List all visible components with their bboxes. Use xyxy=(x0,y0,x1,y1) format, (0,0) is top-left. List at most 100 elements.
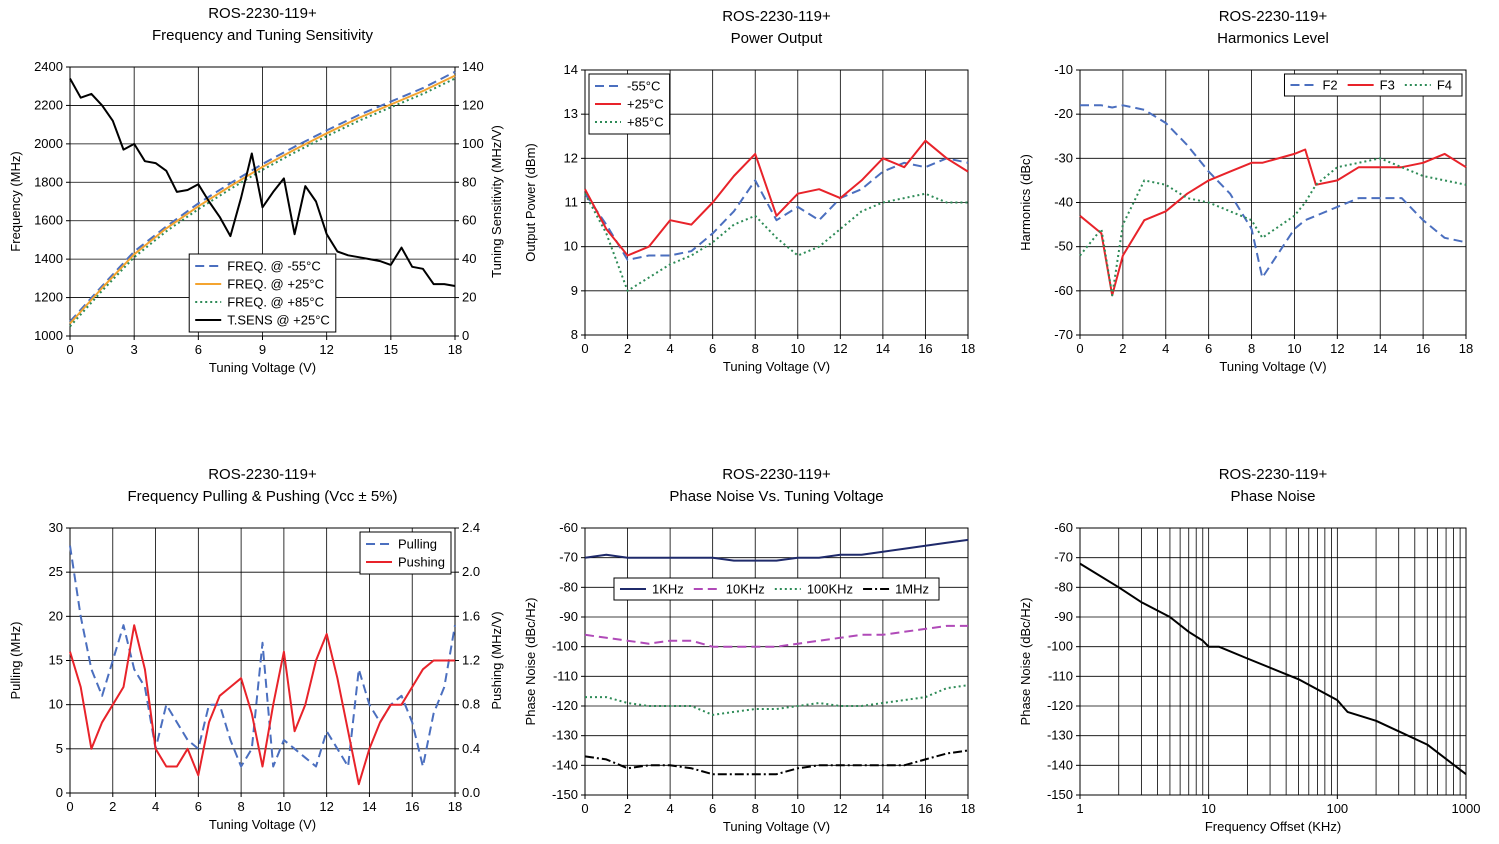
y2-tick-label: 2.4 xyxy=(462,520,480,535)
y-tick-label: -150 xyxy=(552,787,578,802)
y-tick-label: 25 xyxy=(49,564,63,579)
y2-tick-label: 80 xyxy=(462,174,476,189)
plot-border xyxy=(1079,527,1467,796)
series-line xyxy=(1079,157,1467,297)
x-tick-label: 12 xyxy=(833,801,847,816)
x-tick-label: 6 xyxy=(195,342,202,357)
legend: F2 F3 F4 xyxy=(1283,73,1463,97)
y-tick-label: 2400 xyxy=(34,59,63,74)
legend-label: F3 xyxy=(1380,78,1395,93)
y-tick-label: -60 xyxy=(1054,283,1073,298)
x-tick-label: 2 xyxy=(109,799,116,814)
series-line xyxy=(584,749,969,776)
x-axis-label: Tuning Voltage (V) xyxy=(209,817,316,832)
series-line xyxy=(1079,148,1467,297)
y-tick-label: -150 xyxy=(1047,787,1073,802)
chart: ROS-2230-119+ Frequency Pulling & Pushing… xyxy=(8,466,504,832)
y-tick-label: -60 xyxy=(559,520,578,535)
x-tick-label: 2 xyxy=(624,801,631,816)
y-tick-label: 0 xyxy=(56,785,63,800)
y-tick-label: -70 xyxy=(1054,550,1073,565)
y-axis-label: Phase Noise (dBc/Hz) xyxy=(1018,598,1033,726)
legend: -55°C +25°C +85°C xyxy=(588,73,671,135)
y2-tick-label: 0.0 xyxy=(462,785,480,800)
y2-tick-label: 100 xyxy=(462,136,484,151)
x-tick-label: 8 xyxy=(752,801,759,816)
x-tick-label: 1000 xyxy=(1452,801,1481,816)
x-tick-label: 6 xyxy=(709,801,716,816)
x-tick-label: 14 xyxy=(1373,341,1387,356)
x-axis-label: Tuning Voltage (V) xyxy=(723,819,830,834)
y-tick-label: -50 xyxy=(1054,239,1073,254)
x-tick-label: 12 xyxy=(319,342,333,357)
y-tick-label: -90 xyxy=(559,609,578,624)
chart-subtitle: Harmonics Level xyxy=(1217,30,1329,47)
x-tick-label: 10 xyxy=(1287,341,1301,356)
legend-label: +85°C xyxy=(627,115,664,130)
chart-title: ROS-2230-119+ xyxy=(208,466,317,483)
x-tick-label: 0 xyxy=(66,799,73,814)
series-line xyxy=(584,139,969,257)
x-tick-label: 8 xyxy=(237,799,244,814)
x-tick-label: 3 xyxy=(131,342,138,357)
y-tick-label: -130 xyxy=(1047,728,1073,743)
chart: ROS-2230-119+ Phase Noise 1 10 100 1000 -150 -1… xyxy=(1018,466,1480,834)
x-tick-label: 18 xyxy=(961,341,975,356)
y-tick-label: 1000 xyxy=(34,328,63,343)
x-tick-label: 16 xyxy=(918,801,932,816)
y2-tick-label: 120 xyxy=(462,97,484,112)
y-tick-label: 5 xyxy=(56,741,63,756)
y-tick-label: 20 xyxy=(49,608,63,623)
legend-label: -55°C xyxy=(627,79,660,94)
y2-axis-label: Tuning Sensitivity (MHz/V) xyxy=(489,125,504,278)
y-tick-label: 1200 xyxy=(34,290,63,305)
chart-title: ROS-2230-119+ xyxy=(1219,466,1328,483)
legend: Pulling Pushing xyxy=(359,531,452,575)
legend-label: 1KHz xyxy=(652,582,684,597)
x-tick-label: 14 xyxy=(362,799,376,814)
legend-label: Pushing xyxy=(398,555,445,570)
y-tick-label: -80 xyxy=(1054,579,1073,594)
y2-tick-label: 1.2 xyxy=(462,653,480,668)
legend: 1KHz 10KHz 100KHz 1MHz xyxy=(613,577,940,601)
chart-subtitle: Frequency and Tuning Sensitivity xyxy=(152,27,373,44)
y2-tick-label: 140 xyxy=(462,59,484,74)
x-tick-label: 18 xyxy=(1459,341,1473,356)
y-tick-label: -10 xyxy=(1054,62,1073,77)
series-line xyxy=(584,538,969,562)
y2-tick-label: 0.4 xyxy=(462,741,480,756)
x-tick-label: 4 xyxy=(666,801,673,816)
legend: FREQ. @ -55°C FREQ. @ +25°C FREQ. @ +85°C T… xyxy=(188,253,337,333)
y2-axis-label: Pushing (MHz/V) xyxy=(489,611,504,709)
legend-label: 100KHz xyxy=(807,582,853,597)
x-tick-label: 1 xyxy=(1076,801,1083,816)
y-axis-label: Harmonics (dBc) xyxy=(1018,154,1033,251)
y-tick-label: 1800 xyxy=(34,174,63,189)
y-tick-label: -110 xyxy=(1048,668,1073,683)
y-tick-label: 8 xyxy=(571,327,578,342)
y-tick-label: -100 xyxy=(552,639,578,654)
y2-tick-label: 1.6 xyxy=(462,608,480,623)
x-tick-label: 10 xyxy=(1201,801,1215,816)
plot-area xyxy=(1080,528,1466,795)
y-tick-label: 14 xyxy=(564,62,578,77)
y-axis-label: Phase Noise (dBc/Hz) xyxy=(523,598,538,726)
series-line xyxy=(1079,562,1467,775)
x-axis-label: Frequency Offset (KHz) xyxy=(1205,819,1341,834)
x-tick-label: 9 xyxy=(259,342,266,357)
x-tick-label: 6 xyxy=(195,799,202,814)
chart: ROS-2230-119+ Phase Noise Vs. Tuning Volt… xyxy=(523,466,975,834)
x-tick-label: 2 xyxy=(624,341,631,356)
y-tick-label: 10 xyxy=(49,697,63,712)
y-tick-label: 10 xyxy=(564,239,578,254)
x-tick-label: 10 xyxy=(277,799,291,814)
x-tick-label: 0 xyxy=(581,801,588,816)
series-line xyxy=(69,74,456,325)
chart-subtitle: Power Output xyxy=(731,30,824,47)
legend-label: Pulling xyxy=(398,537,437,552)
legend-label: FREQ. @ -55°C xyxy=(227,259,321,274)
y-tick-label: -120 xyxy=(1047,698,1073,713)
x-tick-label: 6 xyxy=(709,341,716,356)
y-tick-label: -30 xyxy=(1054,150,1073,165)
